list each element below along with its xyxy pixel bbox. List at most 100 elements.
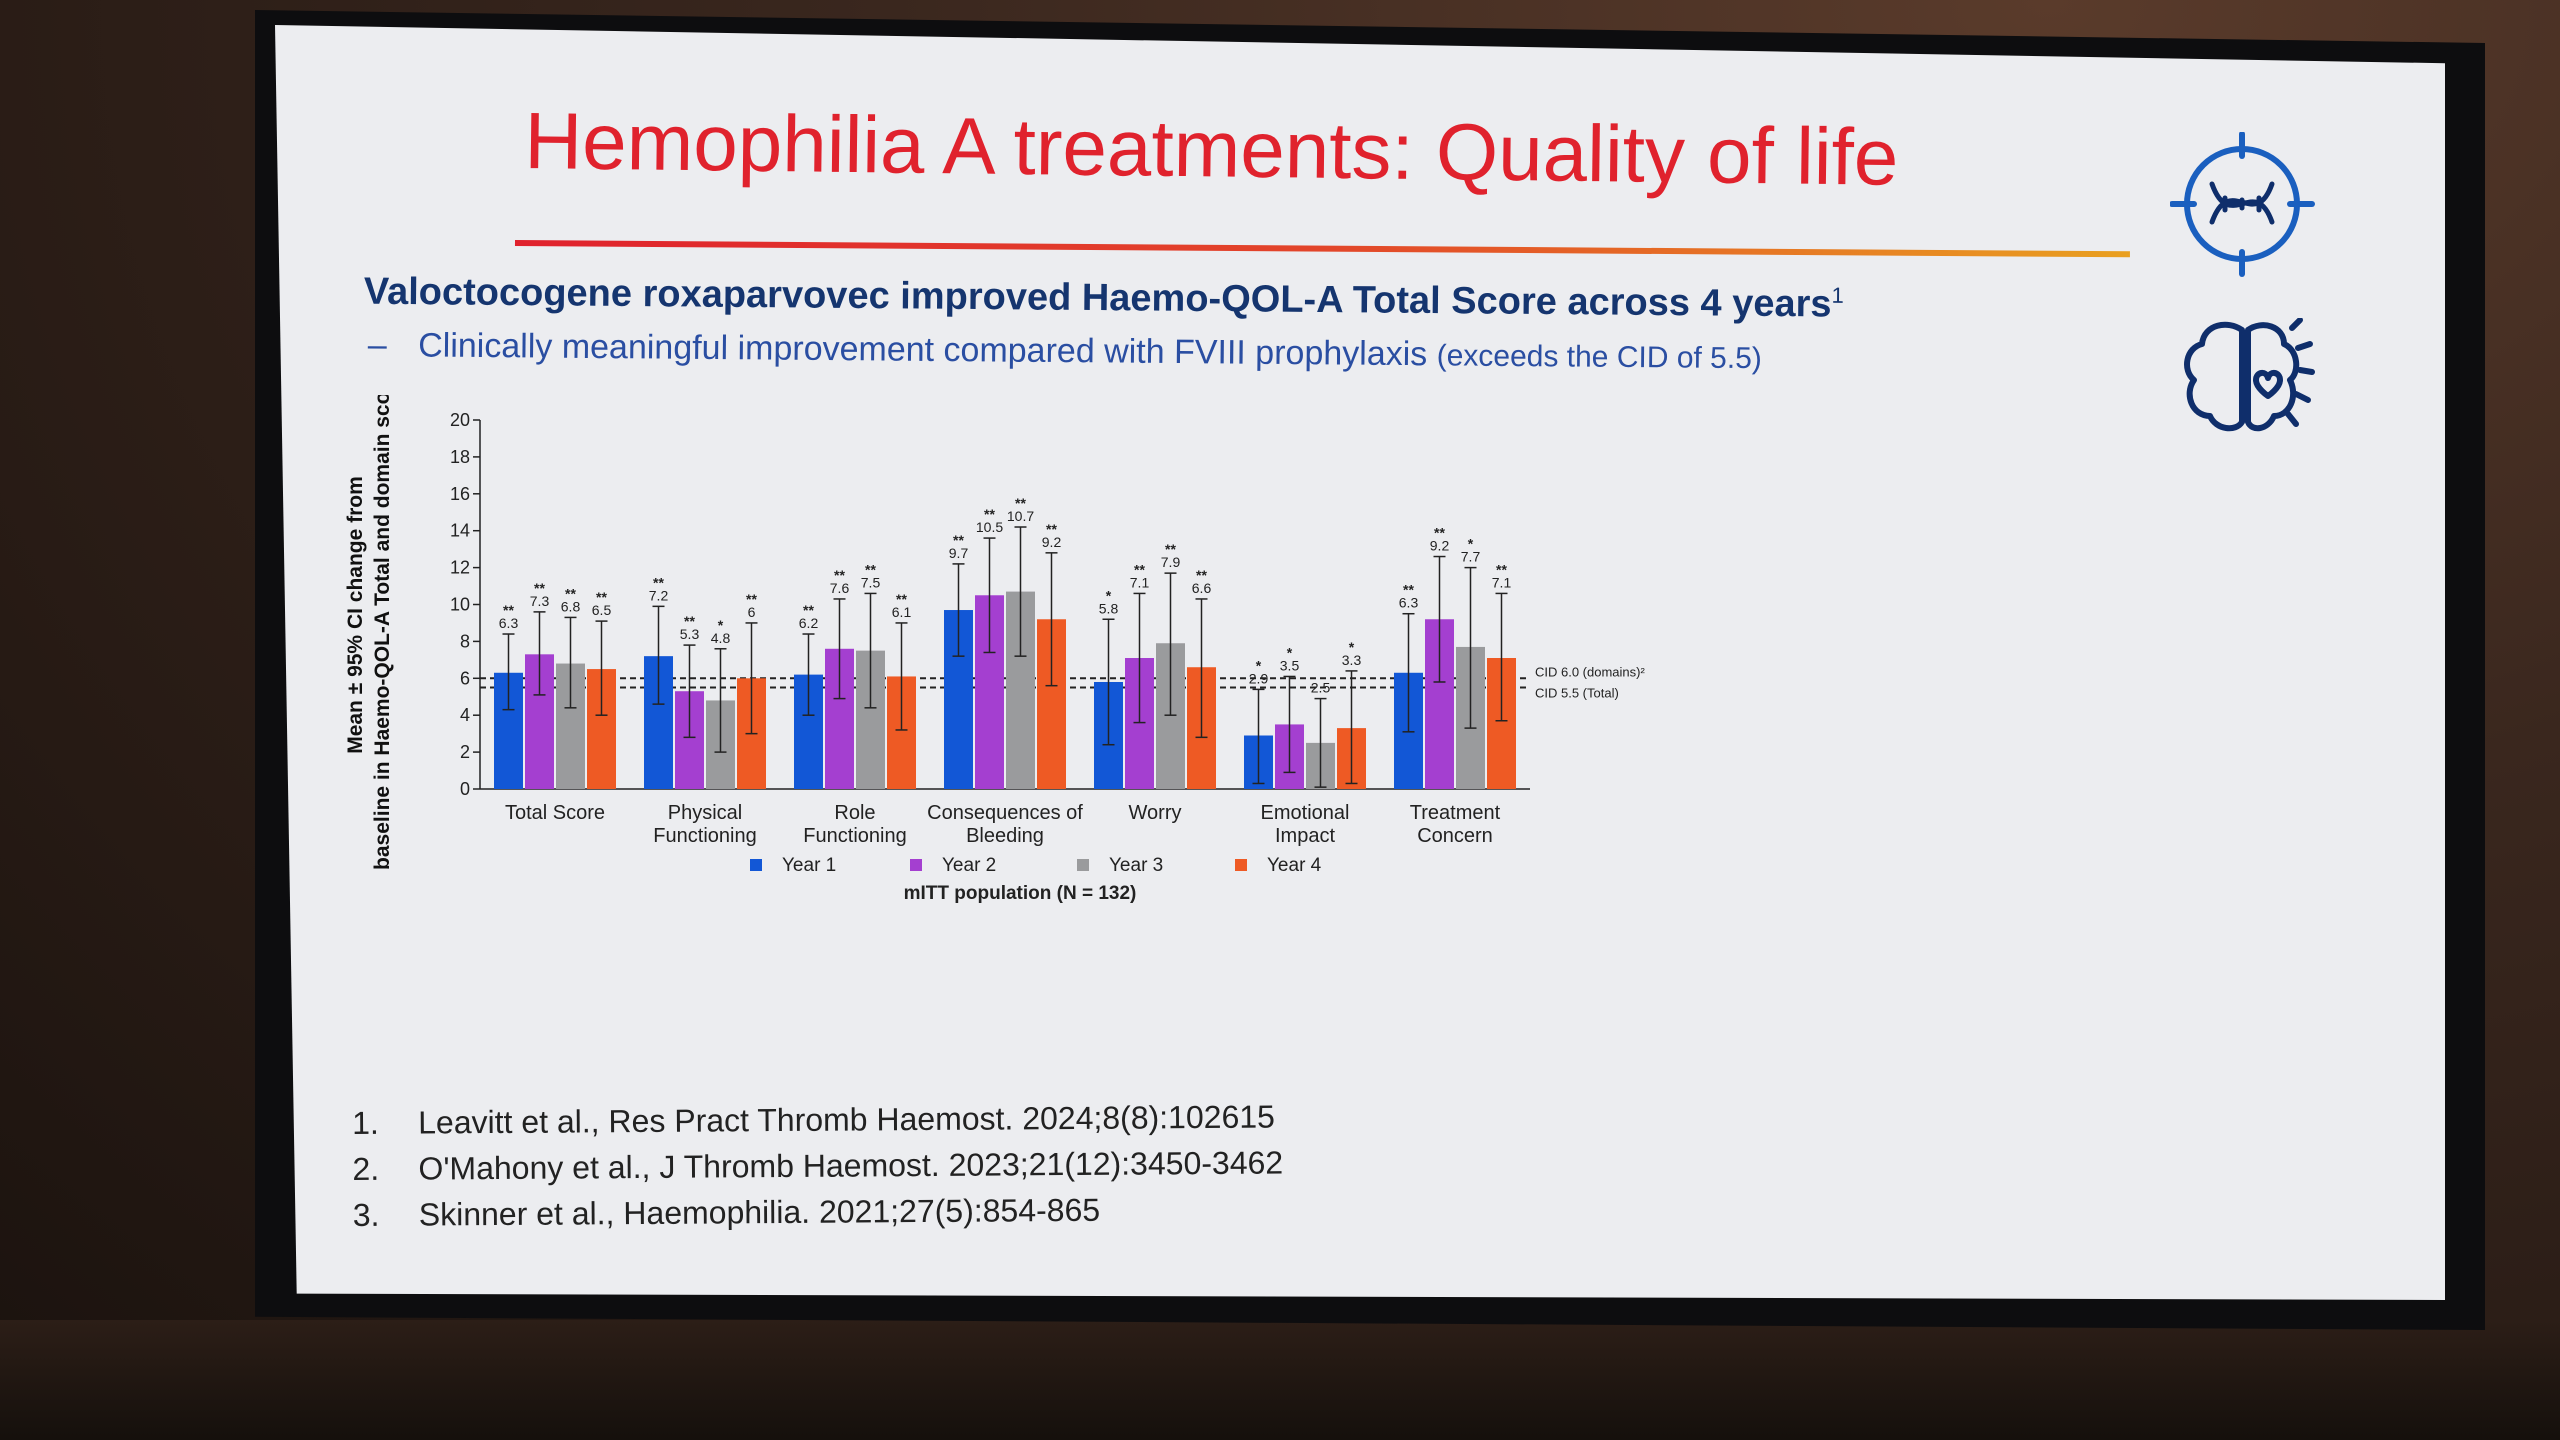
subtitle-footnote-mark: 1	[1831, 282, 1844, 308]
y-tick-label: 4	[460, 705, 470, 725]
significance-mark: **	[684, 613, 695, 629]
room-floor	[0, 1320, 2560, 1440]
reference-text: O'Mahony et al., J Thromb Haemost. 2023;…	[418, 1144, 1284, 1187]
significance-mark: *	[1287, 644, 1293, 660]
y-tick-label: 2	[460, 742, 470, 762]
significance-mark: **	[984, 506, 995, 522]
significance-mark: **	[1496, 561, 1507, 577]
y-tick-label: 8	[460, 631, 470, 651]
x-category-label: Bleeding	[966, 825, 1044, 847]
significance-mark: **	[1165, 541, 1176, 557]
significance-mark: **	[1134, 561, 1145, 577]
x-category-label: Treatment	[1410, 802, 1501, 824]
y-tick-label: 12	[450, 558, 470, 578]
reference-text: Skinner et al., Haemophilia. 2021;27(5):…	[418, 1191, 1101, 1233]
significance-mark: *	[718, 617, 724, 633]
x-category-label: Total Score	[505, 802, 605, 824]
data-label: 6.3	[1399, 595, 1419, 611]
x-category-label: Concern	[1417, 825, 1493, 847]
significance-mark: **	[653, 574, 664, 590]
significance-mark: **	[834, 567, 845, 583]
reference-text: Leavitt et al., Res Pract Thromb Haemost…	[418, 1098, 1276, 1141]
x-category-label: Emotional	[1261, 802, 1350, 824]
x-category-label: Impact	[1275, 825, 1335, 847]
significance-mark: *	[1468, 536, 1474, 552]
reference-item: 2. O'Mahony et al., J Thromb Haemost. 20…	[352, 1140, 1283, 1192]
reference-number: 3.	[352, 1196, 380, 1233]
reference-number: 2.	[352, 1150, 380, 1187]
data-label: 6.8	[561, 598, 581, 614]
significance-mark: *	[1349, 639, 1355, 655]
slide-screen	[275, 25, 2445, 1300]
data-label: 10.5	[976, 519, 1003, 535]
y-axis-title-line: Mean ± 95% CI change from	[344, 476, 367, 754]
data-label: 9.2	[1430, 538, 1450, 554]
data-label: 3.5	[1280, 657, 1300, 673]
y-tick-label: 10	[450, 595, 470, 615]
x-category-label: Functioning	[653, 825, 756, 847]
significance-mark: **	[1434, 525, 1445, 541]
significance-mark: *	[1106, 587, 1112, 603]
x-category-label: Role	[834, 802, 875, 824]
data-label: 6.6	[1192, 580, 1212, 596]
data-label: 6.1	[892, 604, 912, 620]
data-label: 7.5	[861, 574, 881, 590]
slide-title: Hemophilia A treatments: Quality of life	[523, 95, 1899, 202]
y-tick-label: 20	[450, 410, 470, 430]
dna-target-icon	[2170, 132, 2315, 277]
cid-reference-label: CID 5.5 (Total)	[1535, 686, 1619, 701]
population-label: mITT population (N = 132)	[904, 883, 1137, 904]
data-label: 9.7	[949, 545, 969, 561]
y-tick-label: 0	[460, 779, 470, 799]
legend-swatch	[1077, 859, 1089, 871]
data-label: 6.2	[799, 615, 819, 631]
data-label: 7.9	[1161, 554, 1181, 570]
data-label: 3.3	[1342, 652, 1362, 668]
legend-swatch	[910, 859, 922, 871]
data-label: 6	[748, 604, 756, 620]
legend-swatch	[1235, 859, 1247, 871]
significance-mark: **	[1046, 521, 1057, 537]
y-tick-label: 6	[460, 668, 470, 688]
data-label: 2.5	[1311, 680, 1331, 696]
x-category-label: Consequences of	[927, 802, 1083, 824]
data-label: 4.8	[711, 630, 731, 646]
data-label: 6.3	[499, 615, 519, 631]
brain-heart-icon	[2184, 318, 2315, 432]
data-label: 5.8	[1099, 600, 1119, 616]
significance-mark: *	[1256, 657, 1262, 673]
significance-mark: **	[803, 602, 814, 618]
significance-mark: **	[865, 561, 876, 577]
y-tick-label: 14	[450, 521, 470, 541]
legend-swatch	[750, 859, 762, 871]
significance-mark: **	[534, 580, 545, 596]
bullet-text: Clinically meaningful improvement compar…	[418, 326, 1428, 374]
y-axis-title-line: baseline in Haemo-QOL-A Total and domain…	[371, 395, 394, 870]
significance-mark: **	[1015, 495, 1026, 511]
data-label: 7.7	[1461, 549, 1481, 565]
significance-mark: **	[746, 591, 757, 607]
reference-number: 1.	[352, 1104, 379, 1141]
data-label: 7.6	[830, 580, 850, 596]
data-label: 6.5	[592, 602, 612, 618]
data-label: 7.3	[530, 593, 550, 609]
reference-item: 1. Leavitt et al., Res Pract Thromb Haem…	[352, 1094, 1283, 1146]
references-list: 1. Leavitt et al., Res Pract Thromb Haem…	[352, 1094, 1284, 1238]
legend-label: Year 2	[942, 855, 996, 876]
significance-mark: **	[953, 532, 964, 548]
legend-label: Year 4	[1267, 855, 1322, 876]
legend-label: Year 1	[782, 855, 836, 876]
significance-mark: **	[896, 591, 907, 607]
bullet-dash: –	[367, 326, 387, 365]
cid-reference-label: CID 6.0 (domains)²	[1535, 664, 1645, 679]
reference-item: 3. Skinner et al., Haemophilia. 2021;27(…	[353, 1186, 1284, 1238]
qol-bar-chart: Mean ± 95% CI change from baseline in Hae…	[344, 395, 1645, 904]
bullet-note: (exceeds the CID of 5.5)	[1436, 339, 1762, 376]
significance-mark: **	[1403, 582, 1414, 598]
data-label: 5.3	[680, 626, 700, 642]
data-label: 7.1	[1492, 574, 1512, 590]
legend-label: Year 3	[1109, 855, 1163, 876]
significance-mark: **	[1196, 567, 1207, 583]
x-category-label: Functioning	[803, 825, 906, 847]
significance-mark: **	[596, 589, 607, 605]
